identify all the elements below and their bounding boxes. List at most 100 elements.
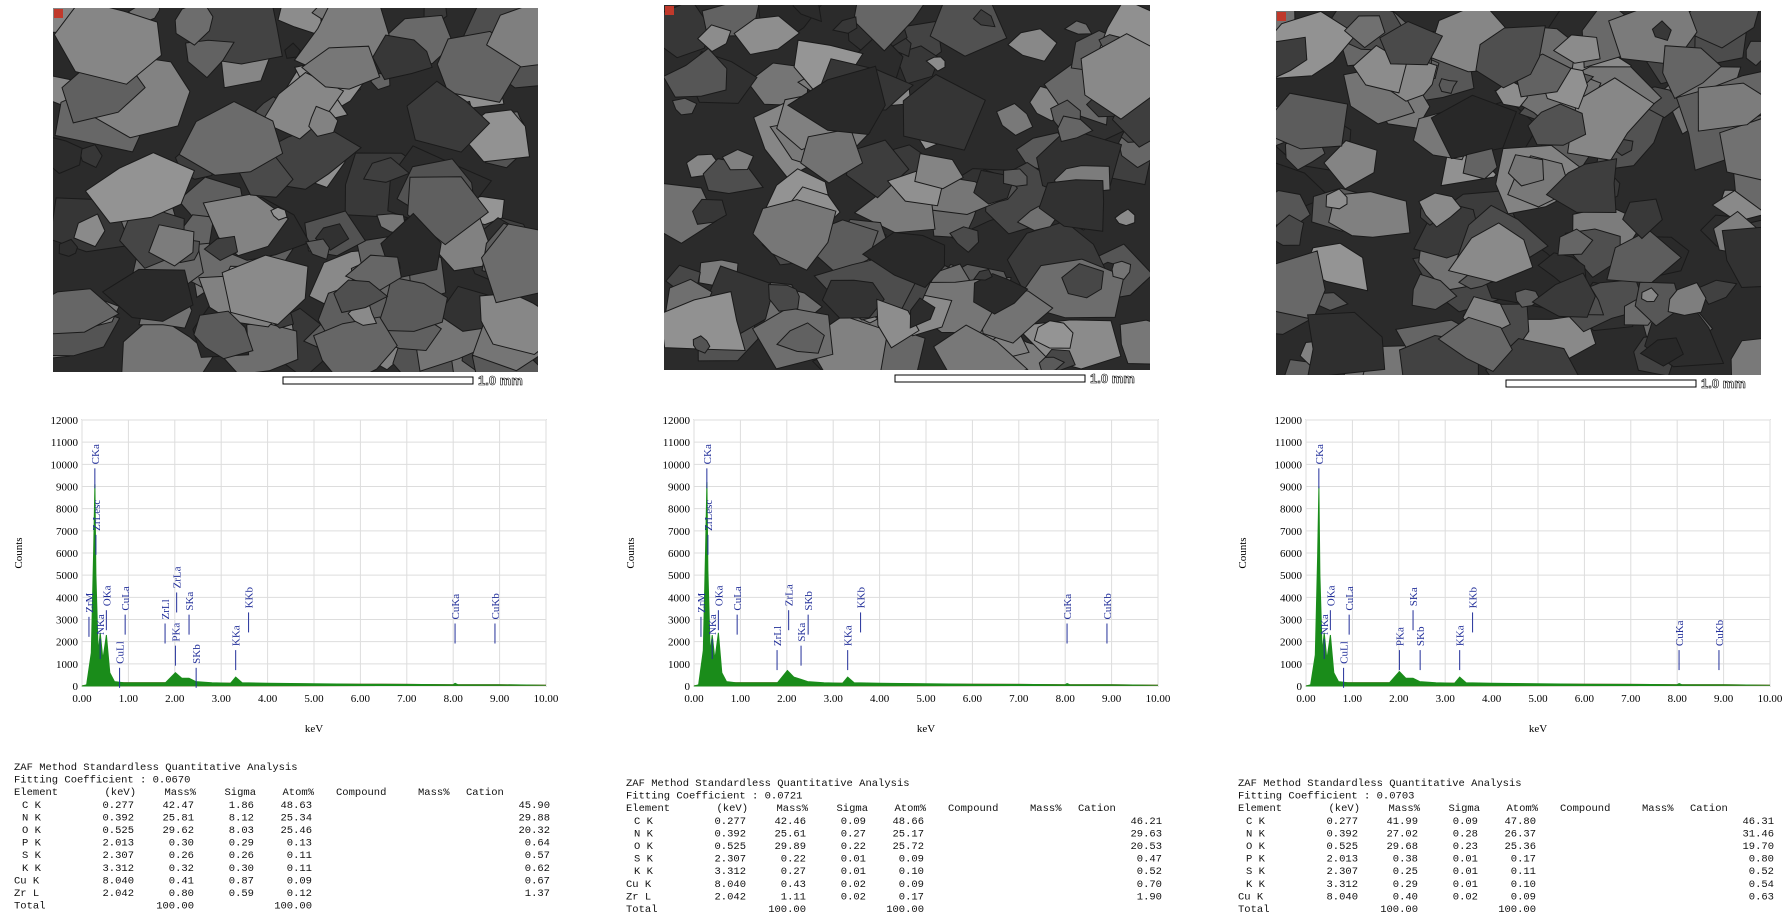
table-cell: 0.01 (1453, 866, 1478, 878)
particle (1268, 215, 1303, 245)
x-tick-label: 8.00 (444, 693, 464, 705)
table-cell: 0.27 (841, 828, 866, 840)
table-cell: 20.32 (518, 825, 550, 837)
table-cell: 2.042 (714, 891, 746, 903)
table-cell: 2.307 (714, 854, 746, 866)
column-header: Compound (336, 787, 386, 799)
column-header: Sigma (224, 787, 256, 799)
table-cell: 2.013 (102, 838, 134, 850)
peak-label: SKb (803, 591, 815, 611)
y-tick-label: 11000 (1275, 437, 1303, 449)
fitting-coefficient: Fitting Coefficient : 0.0721 (626, 791, 802, 803)
table-cell: 0.11 (1511, 866, 1536, 878)
table-cell: Zr L (14, 888, 39, 900)
peak-label: CuLa (1344, 586, 1356, 611)
table-cell: 0.23 (1453, 841, 1478, 853)
x-tick-label: 6.00 (963, 693, 983, 705)
column-header: Sigma (1448, 803, 1480, 815)
table-cell: 0.52 (1137, 866, 1162, 878)
table-cell: O K (634, 841, 654, 853)
y-tick-label: 2000 (668, 637, 691, 649)
table-cell: 0.02 (1453, 891, 1478, 903)
table-cell: 0.09 (841, 816, 866, 828)
table-cell: Cu K (1238, 891, 1264, 903)
peak-label: KKb (1468, 587, 1480, 609)
table-cell: 47.80 (1504, 816, 1536, 828)
table-cell: 0.22 (781, 854, 806, 866)
peak-label: CKa (1314, 444, 1326, 464)
x-tick-label: 5.00 (1528, 693, 1548, 705)
table-cell: 0.01 (1453, 854, 1478, 866)
peak-label: CuLa (120, 586, 132, 611)
column-header: (keV) (716, 803, 748, 815)
table-cell: K K (1246, 879, 1266, 891)
table-cell: 1.37 (525, 888, 550, 900)
x-tick-label: 0.00 (1296, 693, 1316, 705)
detector-icon (665, 6, 674, 15)
table-cell: S K (634, 854, 654, 866)
peak-label: CuKa (1062, 594, 1074, 620)
table-cell: 0.13 (287, 838, 312, 850)
table-cell: 25.46 (280, 825, 312, 837)
table-cell: O K (1246, 841, 1266, 853)
table-cell: N K (634, 828, 654, 840)
y-tick-label: 4000 (1280, 592, 1303, 604)
table-cell: Cu K (626, 879, 652, 891)
column-header: Atom% (894, 803, 926, 815)
peak-label: CuLl (1339, 641, 1351, 664)
peak-label: CuLl (115, 641, 127, 664)
table-cell: 29.62 (162, 825, 194, 837)
x-axis-label: keV (1529, 723, 1547, 735)
sem-image (640, 0, 1195, 409)
y-tick-label: 1000 (668, 659, 691, 671)
table-cell: 41.99 (1386, 816, 1418, 828)
table-cell: 0.277 (1326, 816, 1358, 828)
y-tick-label: 10000 (663, 459, 691, 471)
column-header: (keV) (104, 787, 136, 799)
total-atom: 100.00 (274, 901, 312, 913)
table-cell: 0.38 (1393, 854, 1418, 866)
table-cell: 0.09 (899, 854, 924, 866)
sem-image (1243, 0, 1791, 410)
peak-label: CuKb (1102, 593, 1114, 620)
scale-bar (1506, 380, 1696, 387)
table-cell: 0.09 (1511, 891, 1536, 903)
column-header: Atom% (1506, 803, 1538, 815)
x-tick-label: 3.00 (824, 693, 844, 705)
particle (1245, 251, 1326, 320)
peak-label: ZrLa (172, 566, 184, 588)
table-cell: 48.66 (892, 816, 924, 828)
column-header: Atom% (282, 787, 314, 799)
table-cell: 29.63 (1130, 828, 1162, 840)
y-tick-label: 8000 (1280, 504, 1303, 516)
table-cell: 0.17 (899, 891, 924, 903)
y-axis-label: Counts (13, 537, 25, 568)
table-cell: 0.27 (781, 866, 806, 878)
y-tick-label: 2000 (56, 637, 79, 649)
table-cell: 0.30 (229, 863, 254, 875)
peak-label: NKa (95, 614, 107, 635)
total-mass: 100.00 (156, 901, 194, 913)
table-cell: 29.88 (518, 812, 550, 824)
table-cell: 0.80 (1749, 854, 1774, 866)
table-cell: 31.46 (1742, 828, 1774, 840)
table-cell: 0.32 (169, 863, 194, 875)
table-cell: 0.11 (287, 850, 312, 862)
y-tick-label: 9000 (1280, 482, 1303, 494)
y-tick-label: 11000 (663, 437, 691, 449)
column-header: Mass% (164, 787, 196, 799)
x-tick-label: 10.00 (534, 693, 559, 705)
y-tick-label: 11000 (51, 437, 79, 449)
scale-label: 1.0 mm (478, 373, 523, 388)
table-cell: 25.81 (162, 812, 194, 824)
y-tick-label: 8000 (56, 504, 79, 516)
x-tick-label: 1.00 (731, 693, 751, 705)
y-tick-label: 0 (685, 681, 691, 693)
y-tick-label: 5000 (56, 570, 79, 582)
y-tick-label: 4000 (668, 592, 691, 604)
x-tick-label: 5.00 (304, 693, 324, 705)
table-cell: K K (634, 866, 654, 878)
table-cell: 3.312 (102, 863, 134, 875)
peak-label: CKa (90, 444, 102, 464)
y-tick-label: 0 (73, 681, 79, 693)
